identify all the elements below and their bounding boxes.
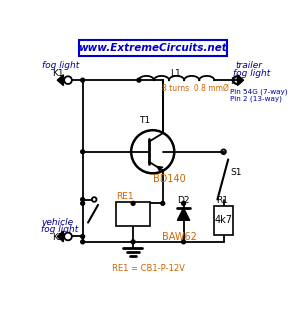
Text: K1: K1 [52,69,64,78]
Text: BD140: BD140 [153,174,185,184]
Text: fog light: fog light [42,61,79,70]
Text: fog light: fog light [41,225,78,234]
Circle shape [81,235,85,238]
Circle shape [161,201,165,205]
Text: BAW62: BAW62 [162,232,197,242]
Circle shape [137,78,141,82]
Circle shape [81,78,85,82]
Circle shape [181,240,185,244]
Bar [116,202,150,226]
Text: vehicle: vehicle [41,218,73,227]
Text: fog light: fog light [233,69,270,78]
Circle shape [81,201,85,205]
Polygon shape [177,208,190,220]
Text: RE1: RE1 [116,192,134,201]
Circle shape [81,198,85,201]
Bar [214,206,233,235]
Text: RE1 = CB1-P-12V: RE1 = CB1-P-12V [112,264,185,273]
Text: R1: R1 [216,196,228,205]
Polygon shape [57,75,64,86]
Text: Pin 2 (13-way): Pin 2 (13-way) [230,95,282,102]
Circle shape [81,150,85,154]
Text: 8 turns  0.8 mmØ: 8 turns 0.8 mmØ [162,83,229,92]
Circle shape [81,240,85,244]
Text: 4k7: 4k7 [215,215,233,225]
Text: D2: D2 [177,196,190,205]
Text: trailer: trailer [235,61,262,70]
Text: S1: S1 [230,168,242,177]
Text: Pin 54G (7-way): Pin 54G (7-way) [230,89,287,95]
Text: T1: T1 [139,116,150,125]
Circle shape [131,240,135,244]
Polygon shape [57,231,64,242]
Polygon shape [237,75,244,86]
Text: K2: K2 [230,77,241,86]
Text: L1: L1 [170,70,180,78]
Text: www.ExtremeCircuits.net: www.ExtremeCircuits.net [78,43,227,53]
Circle shape [181,201,185,205]
FancyBboxPatch shape [79,40,227,55]
Circle shape [131,201,135,205]
Text: K3: K3 [52,233,64,243]
